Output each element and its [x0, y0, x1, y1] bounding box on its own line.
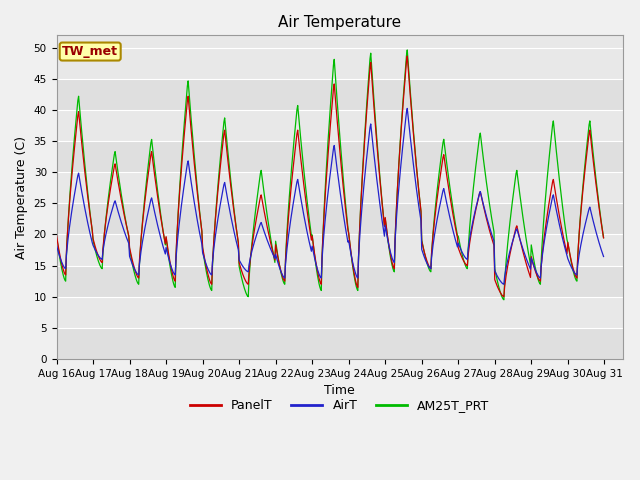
AirT [397, 167, 404, 173]
Y-axis label: Air Temperature (C): Air Temperature (C) [15, 136, 28, 259]
Bar [56, 79, 623, 110]
AirT [600, 253, 607, 259]
AM25T_PRT [397, 136, 404, 142]
Legend: PanelT, AirT, AM25T_PRT: PanelT, AirT, AM25T_PRT [184, 395, 495, 418]
Title: Air Temperature: Air Temperature [278, 15, 401, 30]
Bar [56, 265, 623, 297]
AM25T_PRT [119, 201, 127, 206]
Bar [56, 204, 623, 234]
PanelT [397, 138, 404, 144]
Line: AM25T_PRT: AM25T_PRT [56, 50, 604, 300]
Bar [56, 328, 623, 359]
Line: PanelT: PanelT [56, 56, 604, 297]
AirT [119, 224, 127, 229]
AirT [403, 106, 411, 111]
Text: TW_met: TW_met [62, 45, 118, 58]
AirT [500, 281, 508, 287]
AirT [204, 264, 211, 270]
Line: AirT: AirT [56, 108, 604, 284]
AM25T_PRT [52, 234, 60, 240]
AM25T_PRT [403, 47, 411, 53]
X-axis label: Time: Time [324, 384, 355, 397]
PanelT [119, 204, 127, 210]
AirT [63, 252, 70, 258]
AM25T_PRT [413, 171, 421, 177]
AM25T_PRT [63, 252, 70, 258]
PanelT [52, 233, 60, 239]
PanelT [500, 294, 508, 300]
PanelT [600, 235, 607, 241]
AM25T_PRT [600, 235, 607, 240]
Bar [56, 141, 623, 172]
AM25T_PRT [500, 297, 508, 303]
PanelT [413, 172, 421, 178]
AirT [52, 243, 60, 249]
AM25T_PRT [204, 273, 211, 279]
PanelT [403, 53, 411, 59]
AirT [175, 230, 182, 236]
AirT [413, 192, 421, 197]
PanelT [63, 249, 70, 255]
AM25T_PRT [175, 208, 182, 214]
PanelT [175, 210, 182, 216]
PanelT [204, 268, 211, 274]
